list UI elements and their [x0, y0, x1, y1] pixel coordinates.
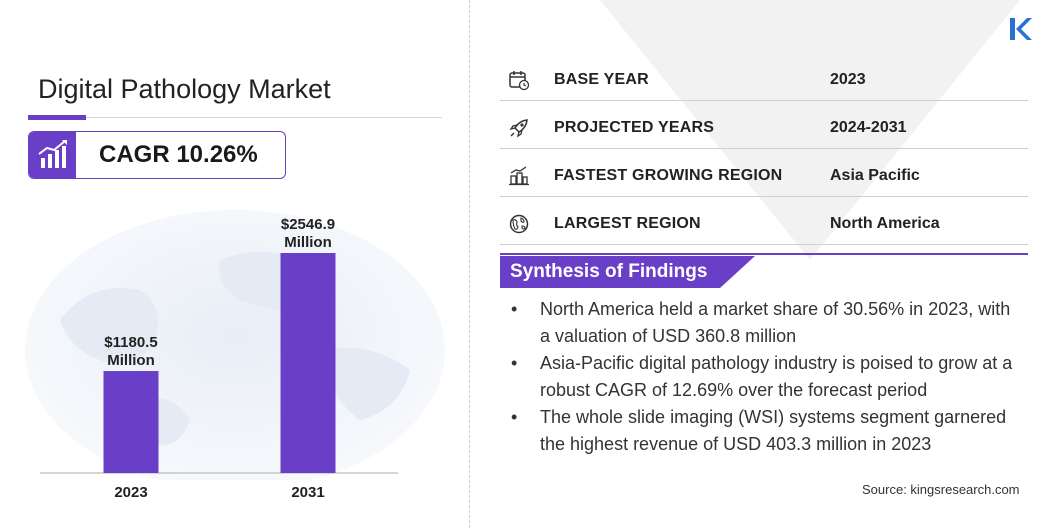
info-value: 2024-2031: [830, 119, 907, 136]
title-underline: [28, 117, 442, 118]
globe-icon: [509, 214, 529, 234]
x-tick-label: 2023: [114, 484, 147, 501]
info-value: Asia Pacific: [830, 167, 920, 184]
bullet: •: [511, 407, 518, 427]
bar-2023: [103, 371, 159, 473]
info-label: LARGEST REGION: [554, 215, 701, 232]
background-triangle: [600, 0, 1020, 260]
finding-text: Asia-Pacific digital pathology industry …: [540, 353, 1013, 400]
vertical-divider: [469, 0, 470, 528]
cagr-value: CAGR 10.26%: [99, 141, 258, 168]
finding-text: North America held a market share of 30.…: [540, 299, 1011, 346]
info-value: North America: [830, 215, 940, 232]
info-row-projected-years: PROJECTED YEARS 2024-2031: [500, 108, 1028, 149]
synthesis-header-bar: [500, 253, 1028, 288]
info-label: BASE YEAR: [554, 71, 649, 88]
calendar-icon: [509, 71, 530, 91]
info-row-base-year: BASE YEAR 2023: [500, 60, 1028, 101]
growth-chart-icon: [38, 140, 67, 168]
findings-list: • North America held a market share of 30…: [505, 296, 1015, 458]
info-label: FASTEST GROWING REGION: [554, 167, 783, 184]
bar-value-label: Million: [284, 234, 332, 251]
info-row-fastest-growing-region: FASTEST GROWING REGION Asia Pacific: [500, 156, 1028, 197]
cagr-badge: CAGR 10.26%: [28, 131, 286, 179]
source-note: Source: kingsresearch.com: [862, 482, 1020, 497]
synthesis-title: Synthesis of Findings: [510, 261, 708, 282]
cagr-icon-box: [29, 132, 76, 178]
info-row-largest-region: LARGEST REGION North America: [500, 204, 1028, 245]
finding-text: The whole slide imaging (WSI) systems se…: [540, 407, 1007, 454]
rocket-icon: [509, 119, 528, 138]
bar-value-label: $2546.9: [281, 216, 335, 233]
title-accent-bar: [28, 115, 86, 120]
x-tick-label: 2031: [291, 484, 324, 501]
bullet: •: [511, 299, 518, 319]
info-value: 2023: [830, 71, 866, 88]
finding-item: • The whole slide imaging (WSI) systems s…: [505, 404, 1015, 457]
info-label: PROJECTED YEARS: [554, 119, 715, 136]
page-title: Digital Pathology Market: [38, 74, 331, 104]
bar-value-label: Million: [107, 352, 155, 369]
finding-item: • North America held a market share of 30…: [505, 296, 1015, 349]
bullet: •: [511, 353, 518, 373]
city-growth-icon: [509, 166, 529, 186]
kings-research-logo-icon: [1010, 18, 1032, 40]
bar-2031: [280, 253, 336, 473]
bar-value-label: $1180.5: [104, 334, 157, 351]
finding-item: • Asia-Pacific digital pathology industry…: [505, 350, 1015, 403]
